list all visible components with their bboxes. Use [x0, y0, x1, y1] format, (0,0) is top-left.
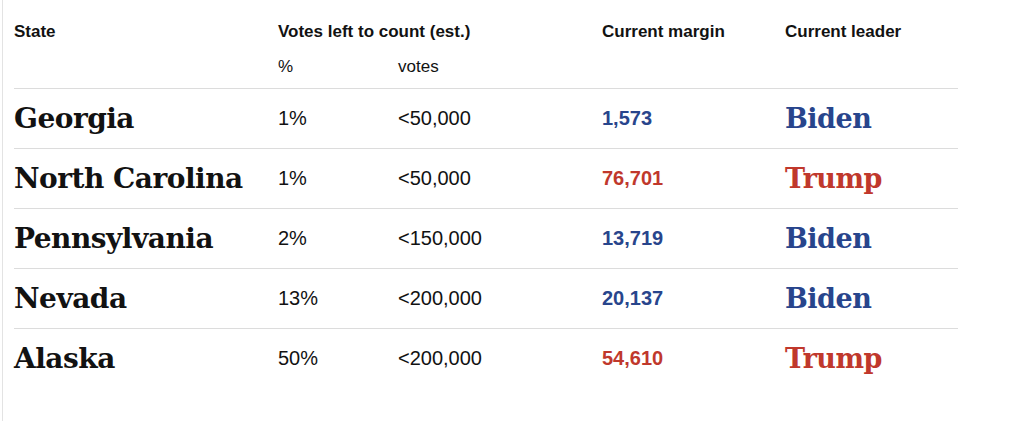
votes-left-estimate: <50,000 — [398, 107, 602, 130]
table-body: Georgia 1% <50,000 1,573 Biden North Car… — [14, 88, 958, 388]
current-margin-value: 1,573 — [602, 107, 785, 130]
state-name: North Carolina — [14, 162, 278, 195]
table-row: Alaska 50% <200,000 54,610 Trump — [14, 328, 958, 388]
current-leader-name: Trump — [785, 343, 958, 374]
votes-left-estimate: <200,000 — [398, 347, 602, 370]
current-leader-name: Biden — [785, 283, 958, 314]
votes-left-percent: 2% — [278, 227, 398, 250]
table-header: State Votes left to count (est.) Current… — [14, 0, 958, 88]
subheader-votes: votes — [398, 57, 602, 77]
votes-left-estimate: <50,000 — [398, 167, 602, 190]
state-name: Pennsylvania — [14, 222, 278, 255]
votes-left-percent: 1% — [278, 167, 398, 190]
votes-left-table: State Votes left to count (est.) Current… — [0, 0, 958, 388]
state-name: Alaska — [14, 342, 278, 375]
table-row: Nevada 13% <200,000 20,137 Biden — [14, 268, 958, 328]
column-header-current-margin: Current margin — [602, 22, 785, 42]
state-name: Georgia — [14, 102, 278, 135]
table-row: Georgia 1% <50,000 1,573 Biden — [14, 88, 958, 148]
current-margin-value: 54,610 — [602, 347, 785, 370]
column-header-current-leader: Current leader — [785, 22, 958, 42]
current-margin-value: 20,137 — [602, 287, 785, 310]
current-margin-value: 13,719 — [602, 227, 785, 250]
current-leader-name: Biden — [785, 103, 958, 134]
column-header-state: State — [14, 22, 278, 42]
table-row: North Carolina 1% <50,000 76,701 Trump — [14, 148, 958, 208]
votes-left-percent: 13% — [278, 287, 398, 310]
state-name: Nevada — [14, 282, 278, 315]
current-leader-name: Biden — [785, 223, 958, 254]
current-leader-name: Trump — [785, 163, 958, 194]
table-row: Pennsylvania 2% <150,000 13,719 Biden — [14, 208, 958, 268]
subheader-percent: % — [278, 57, 398, 77]
votes-left-percent: 50% — [278, 347, 398, 370]
current-margin-value: 76,701 — [602, 167, 785, 190]
votes-left-estimate: <150,000 — [398, 227, 602, 250]
votes-left-estimate: <200,000 — [398, 287, 602, 310]
column-header-votes-left: Votes left to count (est.) — [278, 22, 602, 42]
votes-left-percent: 1% — [278, 107, 398, 130]
